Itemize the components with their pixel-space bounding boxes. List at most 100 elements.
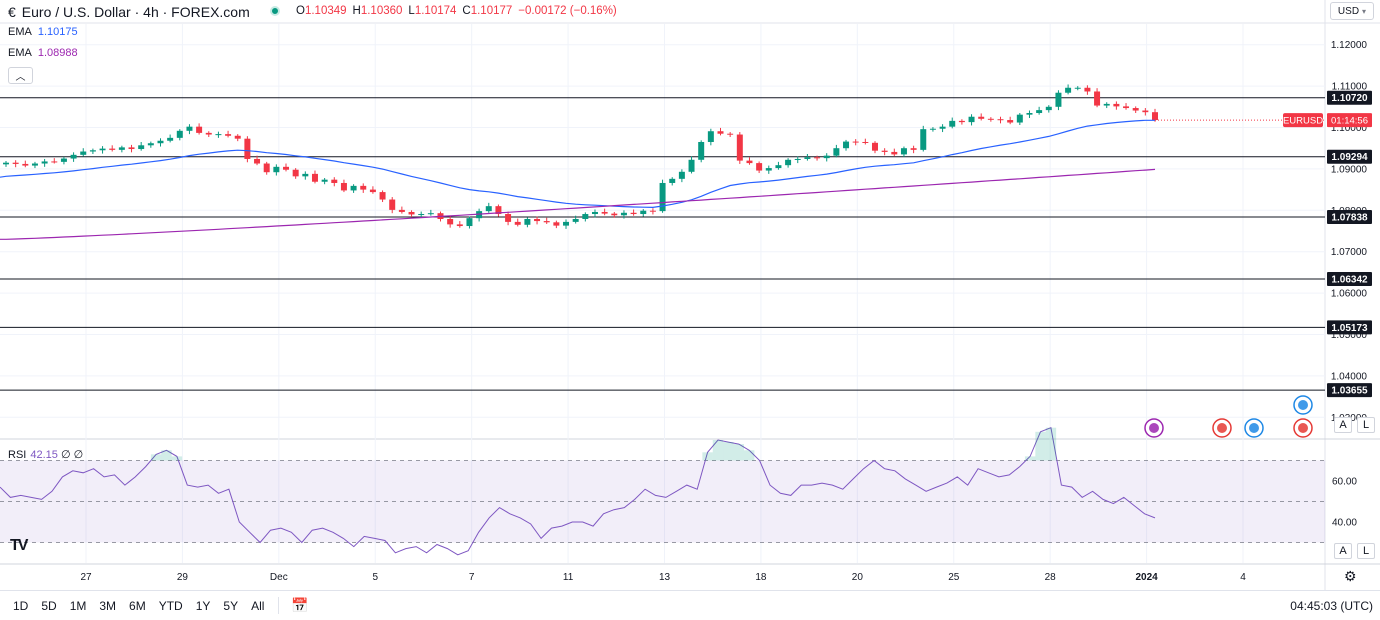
candle[interactable] xyxy=(1152,112,1158,121)
candle[interactable] xyxy=(505,214,512,222)
candle[interactable] xyxy=(591,211,598,215)
candle[interactable] xyxy=(1103,103,1110,106)
candle[interactable] xyxy=(659,182,666,212)
candle[interactable] xyxy=(563,221,570,226)
candle[interactable] xyxy=(833,148,840,156)
candle[interactable] xyxy=(900,148,907,155)
candle[interactable] xyxy=(176,130,183,138)
candle[interactable] xyxy=(138,145,145,150)
candle[interactable] xyxy=(688,159,695,172)
candle[interactable] xyxy=(920,129,927,150)
candle[interactable] xyxy=(698,141,705,160)
candle[interactable] xyxy=(611,213,618,216)
candle[interactable] xyxy=(640,210,647,215)
candle[interactable] xyxy=(514,221,521,225)
candle[interactable] xyxy=(1113,103,1120,107)
candle[interactable] xyxy=(495,206,502,215)
candle[interactable] xyxy=(360,185,367,190)
candle[interactable] xyxy=(263,163,270,173)
candle[interactable] xyxy=(1026,113,1033,115)
candle[interactable] xyxy=(524,218,531,225)
range-6m-button[interactable]: 6M xyxy=(129,598,146,613)
candle[interactable] xyxy=(273,166,280,173)
candle[interactable] xyxy=(3,162,9,165)
candle[interactable] xyxy=(814,157,821,159)
gear-icon[interactable]: ⚙ xyxy=(1344,568,1357,584)
candle[interactable] xyxy=(949,120,956,127)
candle[interactable] xyxy=(109,148,116,150)
ema-slow-line[interactable] xyxy=(0,168,1156,240)
rsi-legend[interactable]: RSI 42.15 ∅ ∅ xyxy=(8,448,83,461)
candle[interactable] xyxy=(398,209,405,212)
range-1m-button[interactable]: 1M xyxy=(69,598,87,613)
candle[interactable] xyxy=(1132,108,1139,111)
candle[interactable] xyxy=(70,154,77,159)
candle[interactable] xyxy=(669,178,676,183)
candle[interactable] xyxy=(12,162,19,164)
candle[interactable] xyxy=(997,119,1004,121)
candle[interactable] xyxy=(736,134,743,161)
candle[interactable] xyxy=(1123,106,1130,109)
candle[interactable] xyxy=(756,163,763,171)
currency-selector[interactable]: USD ▾ xyxy=(1330,2,1374,20)
candle[interactable] xyxy=(862,141,869,143)
candle[interactable] xyxy=(186,126,193,131)
candle[interactable] xyxy=(244,138,251,159)
candle[interactable] xyxy=(1074,87,1081,89)
candle[interactable] xyxy=(292,169,299,177)
candle[interactable] xyxy=(22,163,29,166)
candle[interactable] xyxy=(929,128,936,130)
candle[interactable] xyxy=(485,206,492,212)
candle[interactable] xyxy=(311,173,318,182)
range-5d-button[interactable]: 5D xyxy=(41,598,57,613)
candle[interactable] xyxy=(225,134,232,136)
candle[interactable] xyxy=(302,173,309,177)
candle[interactable] xyxy=(118,147,125,150)
candle[interactable] xyxy=(283,166,290,170)
candle[interactable] xyxy=(843,141,850,149)
candle[interactable] xyxy=(196,126,203,133)
candle[interactable] xyxy=(147,143,154,146)
candle[interactable] xyxy=(553,222,560,226)
range-3m-button[interactable]: 3M xyxy=(99,598,117,613)
candle[interactable] xyxy=(707,131,714,142)
candle[interactable] xyxy=(99,148,106,151)
candle[interactable] xyxy=(765,168,772,171)
candle[interactable] xyxy=(910,148,917,150)
candle[interactable] xyxy=(205,132,212,135)
candle[interactable] xyxy=(80,151,87,155)
candle[interactable] xyxy=(215,134,222,136)
candle[interactable] xyxy=(1142,110,1149,113)
candle[interactable] xyxy=(466,218,473,227)
candle[interactable] xyxy=(1084,87,1091,92)
candle[interactable] xyxy=(678,171,685,179)
candle[interactable] xyxy=(968,116,975,123)
ema-fast-legend[interactable]: EMA 1.10175 xyxy=(8,26,78,38)
candle[interactable] xyxy=(775,165,782,169)
candle[interactable] xyxy=(31,163,38,166)
candle[interactable] xyxy=(369,189,376,193)
candle[interactable] xyxy=(978,116,985,119)
ema-fast-line[interactable] xyxy=(0,119,1155,209)
candle[interactable] xyxy=(794,158,801,160)
collapse-indicators-button[interactable]: ︿ xyxy=(8,67,33,84)
range-ytd-button[interactable]: YTD xyxy=(158,598,183,613)
candle[interactable] xyxy=(987,118,994,120)
candle[interactable] xyxy=(871,142,878,151)
rsi-auto-scale-button[interactable]: A xyxy=(1334,543,1352,559)
candle[interactable] xyxy=(389,199,396,210)
price-auto-scale-button[interactable]: A xyxy=(1334,417,1352,433)
chart-canvas[interactable]: 27 29 Dec 5 7 11 13 18 20 25 28 2024 4 1.12000 1.11000… xyxy=(0,0,1380,590)
candle[interactable] xyxy=(1055,92,1062,107)
candle[interactable] xyxy=(456,224,463,227)
candle[interactable] xyxy=(331,179,338,183)
ema-slow-legend[interactable]: EMA 1.08988 xyxy=(8,47,78,59)
tradingview-logo[interactable]: TV xyxy=(10,537,29,554)
candle[interactable] xyxy=(447,218,454,225)
candle[interactable] xyxy=(418,214,425,216)
candle[interactable] xyxy=(350,185,357,191)
symbol-title[interactable]: Euro / U.S. Dollar · 4h · FOREX.com xyxy=(21,4,250,20)
rsi-log-scale-button[interactable]: L xyxy=(1357,543,1375,559)
candle[interactable] xyxy=(630,212,637,215)
candle[interactable] xyxy=(89,150,96,152)
